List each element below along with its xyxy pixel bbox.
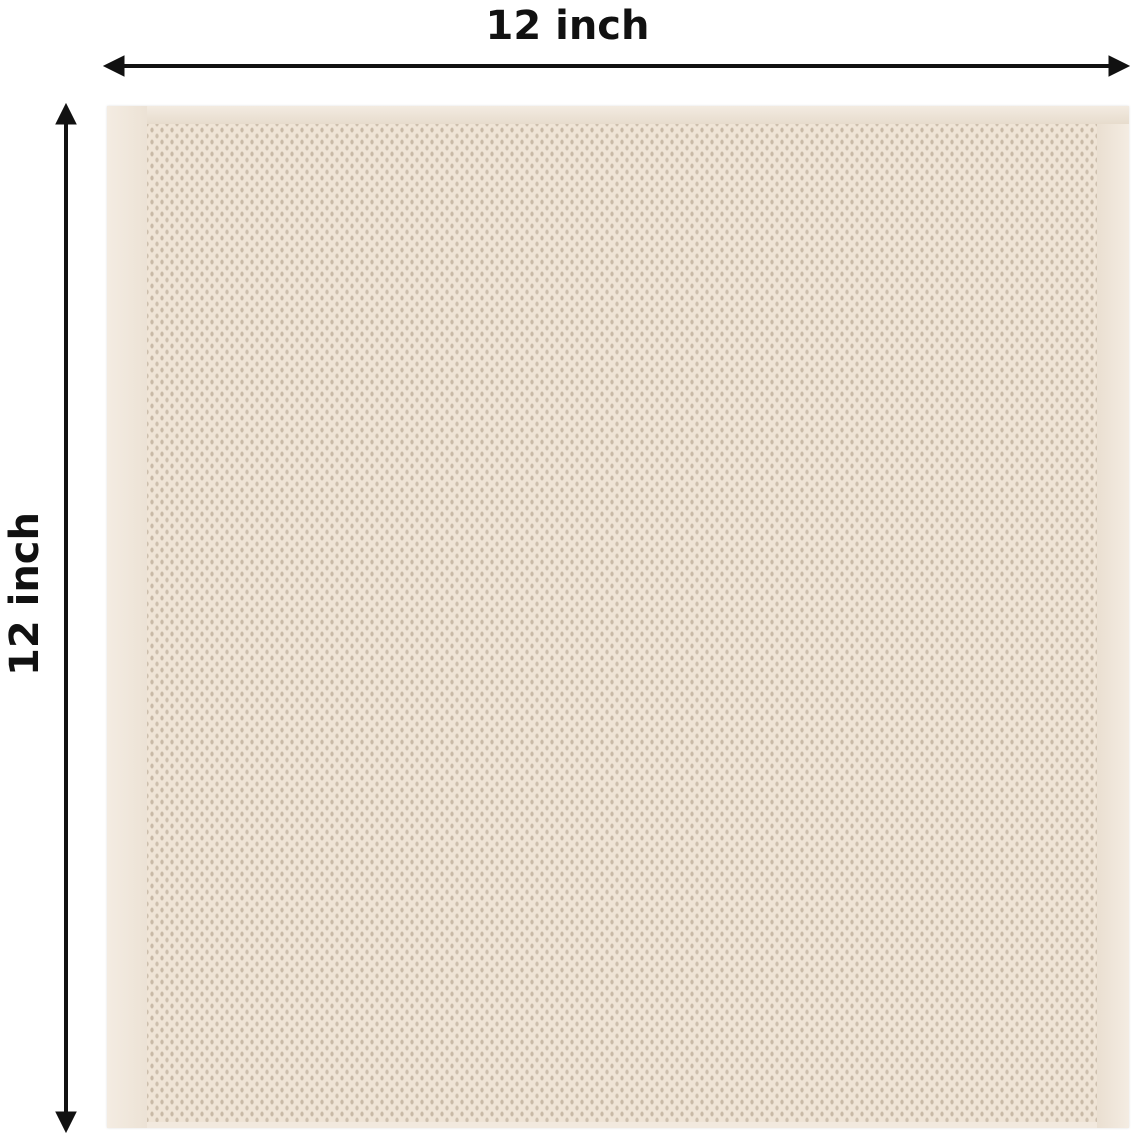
dishcloth-image bbox=[107, 106, 1129, 1128]
width-label: 12 inch bbox=[485, 3, 650, 49]
cloth-weave-texture bbox=[147, 124, 1097, 1122]
cloth-hem-top bbox=[147, 106, 1129, 124]
cloth-hem-right bbox=[1097, 124, 1129, 1128]
width-arrow bbox=[102, 55, 1131, 77]
cloth-hem-left bbox=[107, 106, 147, 1128]
height-arrow bbox=[55, 102, 77, 1133]
